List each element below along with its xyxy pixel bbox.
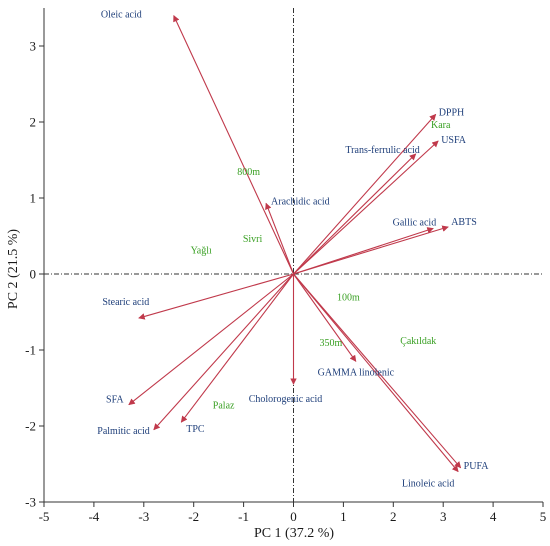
vectors-layer xyxy=(128,15,462,473)
loading-vector-sfa xyxy=(128,273,294,406)
x-tick-label: -4 xyxy=(88,509,99,524)
x-tick-label: 2 xyxy=(390,509,397,524)
site-label: Sivri xyxy=(243,234,263,245)
loading-vector-trans-ferrulic-acid xyxy=(293,153,417,275)
site-label: Kara xyxy=(431,120,451,131)
loading-vector-dpph xyxy=(293,113,437,275)
variable-label: Trans-ferrulic acid xyxy=(345,145,419,156)
y-axis-label: PC 2 (21.5 %) xyxy=(6,229,21,309)
x-axis-label: PC 1 (37.2 %) xyxy=(254,526,334,541)
variable-label: USFA xyxy=(441,135,467,146)
loading-vector-oleic-acid xyxy=(173,15,294,275)
site-label: Çakıldak xyxy=(400,336,436,347)
site-label: Palaz xyxy=(213,401,235,412)
y-tick-label: 3 xyxy=(30,39,37,54)
y-tick-label: 0 xyxy=(30,267,37,282)
loading-vector-abts xyxy=(293,225,449,275)
loading-vector-tpc xyxy=(180,273,294,423)
variable-label: Arachidic acid xyxy=(271,196,330,207)
site-label: 100m xyxy=(337,293,360,304)
x-tick-label: -3 xyxy=(138,509,149,524)
site-label: 350m xyxy=(320,338,343,349)
x-tick-label: -1 xyxy=(238,509,249,524)
variable-label: Cholorogenic acid xyxy=(249,394,323,405)
labels-layer: Oleic acid DPPH USFA Trans-ferrulic acid Gal… xyxy=(97,10,489,490)
y-tick-label: -3 xyxy=(25,495,36,510)
loading-vector-stearic-acid xyxy=(138,273,294,320)
variable-label: Palmitic acid xyxy=(97,426,150,437)
axes-layer: -5 -4 -3 -2 -1 0 1 2 3 4 5 -3 -2 -1 0 1 2 3 xyxy=(25,8,546,524)
y-tick-label: -2 xyxy=(25,419,36,434)
x-tick-label: 5 xyxy=(540,509,547,524)
x-tick-label: 1 xyxy=(340,509,347,524)
variable-label: SFA xyxy=(106,395,124,406)
x-tick-label: 0 xyxy=(290,509,297,524)
site-label: Yağlı xyxy=(191,245,212,256)
x-tick-label: 3 xyxy=(440,509,447,524)
variable-label: DPPH xyxy=(439,107,465,118)
variable-label: Linoleic acid xyxy=(402,479,454,490)
variable-label: GAMMA linolenic xyxy=(318,367,395,378)
loading-vector-pufa xyxy=(293,273,462,469)
loading-vector-linoleic-acid xyxy=(293,273,459,473)
loading-vector-palmitic-acid xyxy=(153,273,294,431)
site-label: 800m xyxy=(237,167,260,178)
x-tick-label: -5 xyxy=(39,509,50,524)
y-tick-label: 1 xyxy=(30,191,37,206)
variable-label: Oleic acid xyxy=(101,10,142,21)
x-tick-label: 4 xyxy=(490,509,497,524)
variable-label: ABTS xyxy=(451,217,477,228)
y-tick-label: -1 xyxy=(25,343,36,358)
loading-vector-arachidic-acid xyxy=(265,202,295,275)
y-tick-label: 2 xyxy=(30,115,37,130)
loading-vector-usfa xyxy=(293,140,439,275)
variable-label: TPC xyxy=(186,424,205,435)
variable-label: Stearic acid xyxy=(102,297,149,308)
variable-label: PUFA xyxy=(464,461,490,472)
loading-vector-gamma-linolenic xyxy=(293,273,357,362)
variable-label: Gallic acid xyxy=(393,217,437,228)
x-tick-label: -2 xyxy=(188,509,199,524)
